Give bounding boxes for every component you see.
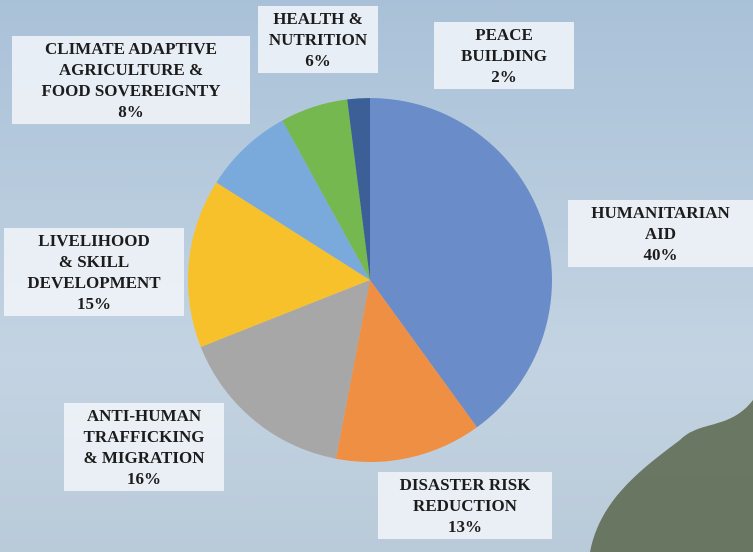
category-label: HUMANITARIAN AID xyxy=(591,203,730,243)
category-label: CLIMATE ADAPTIVE AGRICULTURE & FOOD SOVE… xyxy=(42,39,221,100)
category-label: LIVELIHOOD & SKILL DEVELOPMENT xyxy=(27,231,160,292)
tree xyxy=(590,400,753,552)
value-label: 2% xyxy=(491,67,517,86)
value-label: 40% xyxy=(644,245,678,264)
page: {"chart_data": {"type": "pie", "categori… xyxy=(0,0,753,552)
slice-label: PEACE BUILDING 2% xyxy=(434,22,574,89)
slice-label: DISASTER RISK REDUCTION 13% xyxy=(378,472,552,539)
category-label: ANTI-HUMAN TRAFFICKING & MIGRATION xyxy=(83,406,204,467)
value-label: 13% xyxy=(448,517,482,536)
slice-label: HEALTH & NUTRITION 6% xyxy=(258,6,378,73)
slice-label: LIVELIHOOD & SKILL DEVELOPMENT 15% xyxy=(4,228,184,316)
value-label: 8% xyxy=(118,102,144,121)
slice-label: CLIMATE ADAPTIVE AGRICULTURE & FOOD SOVE… xyxy=(12,36,250,124)
value-label: 15% xyxy=(77,294,111,313)
value-label: 6% xyxy=(305,51,331,70)
category-label: HEALTH & NUTRITION xyxy=(269,9,367,49)
value-label: 16% xyxy=(127,469,161,488)
slice-label: HUMANITARIAN AID 40% xyxy=(568,200,753,267)
slice-label: ANTI-HUMAN TRAFFICKING & MIGRATION 16% xyxy=(64,403,224,491)
category-label: PEACE BUILDING xyxy=(461,25,547,65)
category-label: DISASTER RISK REDUCTION xyxy=(400,475,531,515)
